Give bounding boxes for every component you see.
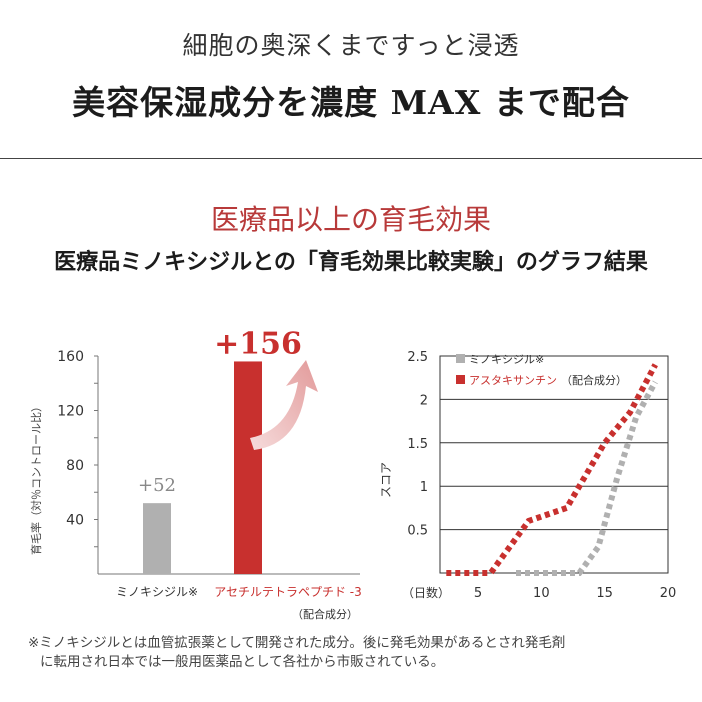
footnote-line: ※ミノキシジルとは血管拡張薬として開発された成分。後に発毛効果があるとされ発毛剤 bbox=[28, 635, 566, 651]
series-line bbox=[516, 380, 658, 576]
line-x-tick-label: 5 bbox=[474, 586, 482, 601]
header-headline: 美容保湿成分を濃度 MAX まで配合 bbox=[72, 83, 630, 122]
bar-chart: 40 80 120 160 +52 +156 育毛率（対％コントロール比） ミノキシジル… bbox=[29, 326, 362, 621]
section-subtitle: 医療品ミノキシジルとの「育毛効果比較実験」のグラフ結果 bbox=[54, 249, 648, 275]
bar-y-tick-label: 160 bbox=[57, 349, 84, 365]
footnote: ※ミノキシジルとは血管拡張薬として開発された成分。後に発毛効果があるとされ発毛剤… bbox=[28, 634, 688, 672]
bar-category-label: アセチルテトラペプチド -3 bbox=[214, 585, 362, 599]
bar bbox=[143, 503, 171, 574]
bar-category-note: （配合成分） bbox=[292, 607, 358, 621]
legend-label: ミノキシジル※ bbox=[469, 353, 544, 366]
line-y-tick-label: 1 bbox=[420, 480, 428, 495]
footnote-line: に転用され日本では一般用医薬品として各社から市販されている。 bbox=[40, 654, 445, 670]
series-line bbox=[446, 363, 658, 576]
bar bbox=[234, 361, 262, 574]
bar-y-tick-label: 40 bbox=[66, 513, 84, 529]
line-x-axis-label: （日数） bbox=[402, 585, 450, 600]
bar-y-axis-label: 育毛率（対％コントロール比） bbox=[29, 401, 43, 555]
bar-category-label: ミノキシジル※ bbox=[116, 585, 198, 599]
line-chart: 0.5 1 1.5 2 2.5 5 10 15 20 （日数） ミノキシジル※ アスタキサンチン（… bbox=[379, 350, 677, 601]
legend-swatch bbox=[456, 375, 465, 384]
bar-y-tick-label: 120 bbox=[57, 404, 84, 420]
legend-label: アスタキサンチン （配合成分） bbox=[469, 373, 627, 387]
line-x-tick-label: 10 bbox=[533, 586, 550, 601]
growth-arrow-icon bbox=[250, 360, 318, 450]
bar-value-label: +52 bbox=[138, 475, 176, 496]
bar-y-tick-label: 80 bbox=[66, 458, 84, 474]
line-y-tick-label: 2.5 bbox=[407, 350, 428, 365]
line-y-tick-label: 2 bbox=[420, 393, 428, 408]
section-title: 医療品以上の育毛効果 bbox=[210, 203, 491, 236]
line-y-tick-label: 1.5 bbox=[407, 437, 428, 452]
line-x-tick-label: 15 bbox=[596, 586, 613, 601]
legend-swatch bbox=[456, 354, 465, 363]
divider bbox=[0, 158, 702, 159]
header-subtitle: 細胞の奥深くまですっと浸透 bbox=[182, 31, 520, 60]
bar-value-label: +156 bbox=[214, 326, 302, 361]
line-x-tick-label: 20 bbox=[660, 586, 677, 601]
plot-frame bbox=[439, 355, 669, 574]
line-y-tick-label: 0.5 bbox=[407, 524, 428, 539]
line-y-axis-label: スコア bbox=[379, 462, 393, 498]
